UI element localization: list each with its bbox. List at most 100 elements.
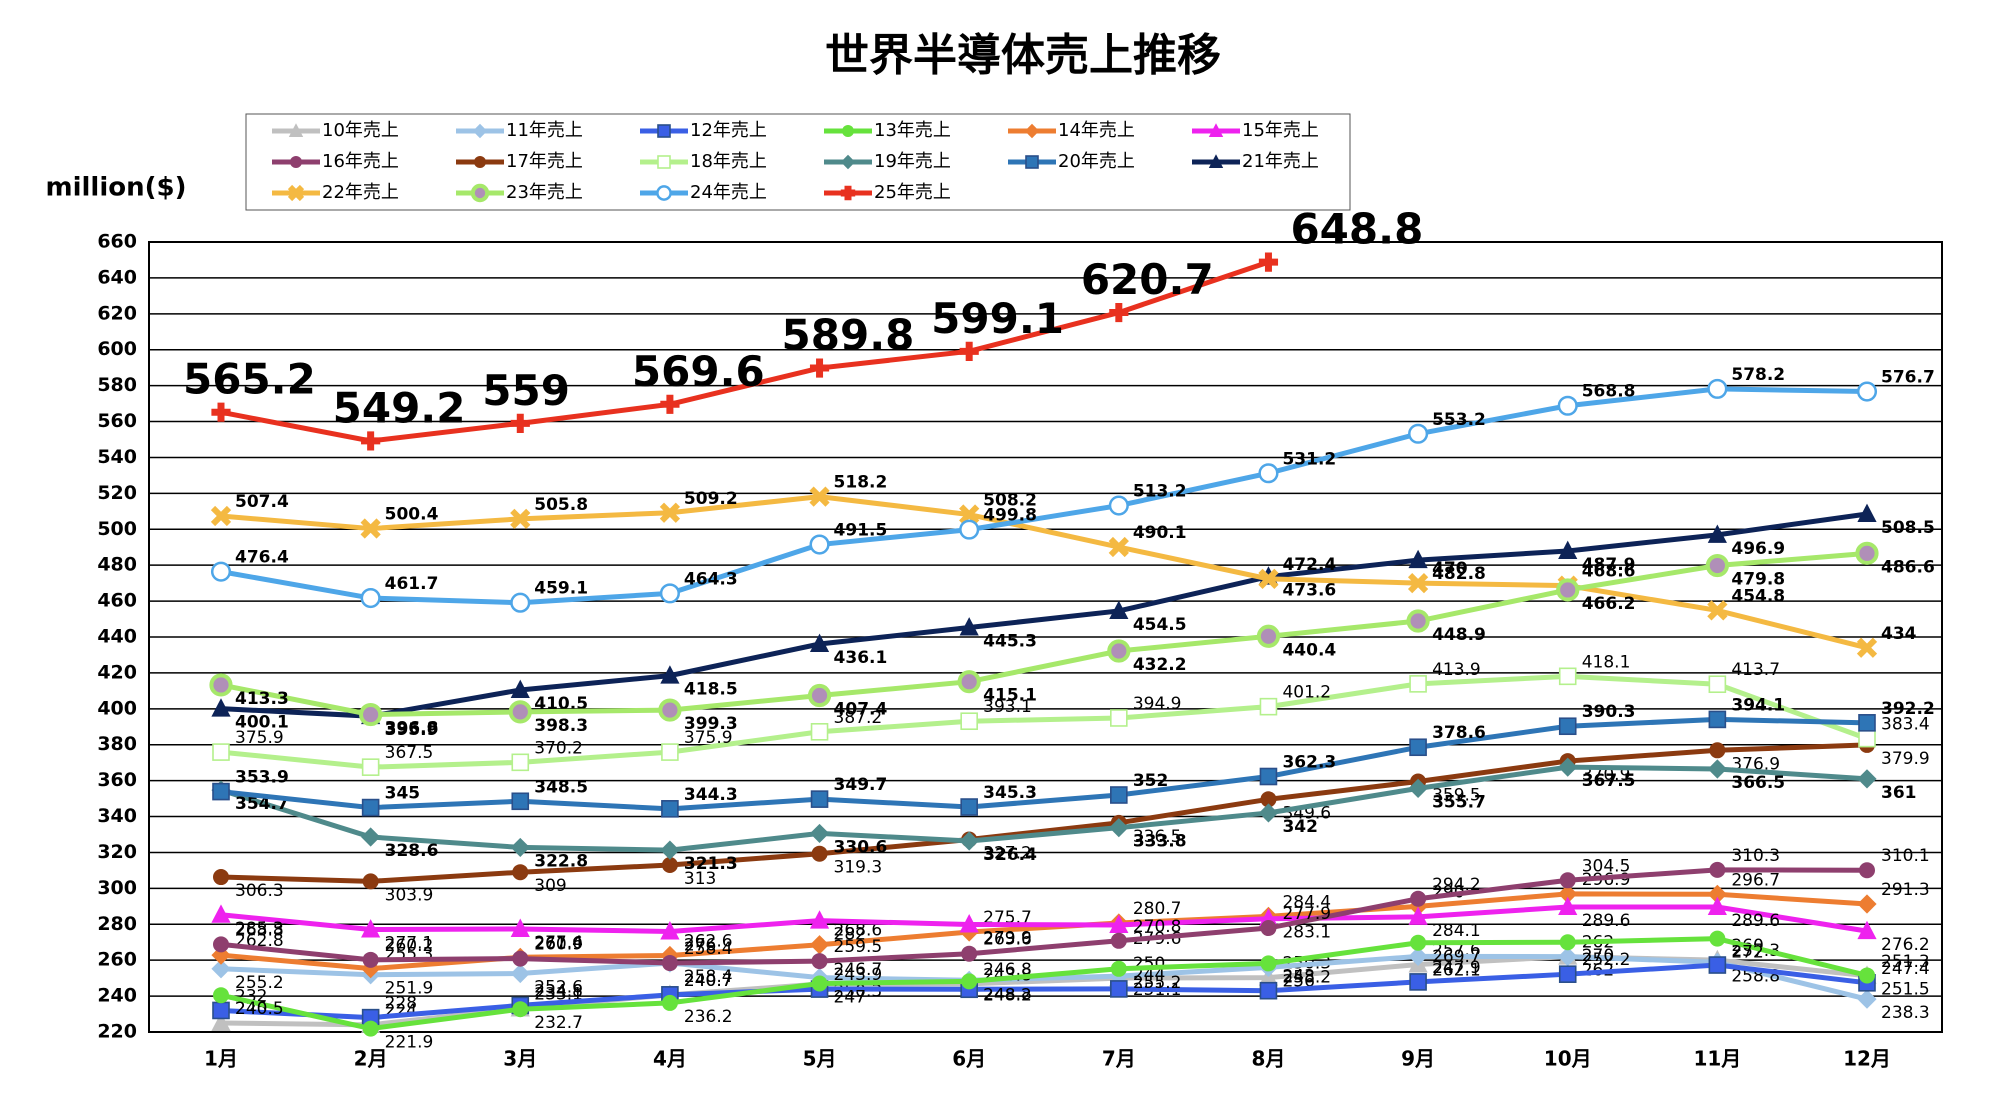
series: 306.3 303.9 309 313319.3327.2336.5349.6359.… (213, 151, 1930, 905)
data-label: 283.1 (1282, 923, 1331, 943)
data-label: 459.1 (534, 579, 588, 599)
data-label: 569.6 (632, 347, 765, 396)
data-label: 531.2 (1282, 449, 1336, 469)
marker (1109, 600, 1129, 619)
marker (656, 185, 672, 201)
data-label: 328.6 (385, 841, 439, 861)
marker (210, 561, 232, 582)
data-label: 461.7 (385, 574, 439, 594)
data-label: 445.3 (983, 631, 1037, 651)
data-label: 252.6 (534, 977, 583, 997)
series-line (220, 867, 1868, 966)
data-label: 454.5 (1133, 615, 1187, 635)
marker (959, 914, 979, 933)
marker (1856, 637, 1878, 658)
marker (1260, 920, 1277, 937)
marker (1558, 717, 1577, 736)
data-label: 251.5 (1881, 979, 1930, 999)
marker (1409, 738, 1427, 757)
marker (510, 679, 530, 698)
marker (470, 183, 490, 203)
marker (512, 950, 529, 967)
legend-label: 20年売上 (1058, 151, 1135, 172)
data-label: 479.8 (1731, 570, 1785, 590)
data-label: 500.4 (385, 505, 439, 525)
marker (811, 975, 828, 992)
marker (213, 869, 229, 886)
x-tick-label: 10月 (1544, 1047, 1592, 1071)
y-tick-label: 220 (97, 1021, 137, 1043)
data-label: 568.8 (1582, 382, 1636, 402)
marker (510, 837, 530, 858)
marker (1858, 714, 1876, 732)
series-line (220, 742, 1868, 884)
marker (510, 963, 530, 984)
marker (1708, 675, 1727, 694)
data-label: 345 (385, 784, 421, 804)
data-label: 289.6 (1582, 911, 1631, 931)
marker (959, 341, 979, 361)
marker (1110, 932, 1127, 949)
data-label: 296.7 (1731, 870, 1780, 890)
marker (212, 1001, 230, 1020)
marker (1110, 709, 1128, 727)
marker (840, 154, 856, 170)
data-label: 620.7 (1081, 255, 1214, 304)
data-label: 330.6 (834, 837, 888, 857)
data-label: 413.9 (1432, 660, 1481, 680)
marker (1408, 946, 1428, 967)
series: 476.4 461.7 459.1 464.3 491.5 499.8 513.2 531.2… (210, 182, 1935, 613)
data-label: 375.9 (684, 728, 733, 748)
marker (1208, 123, 1224, 137)
marker (658, 698, 682, 722)
data-label: 260.2 (385, 936, 434, 956)
data-label: 234.8 (534, 981, 583, 1001)
data-label: 248.2 (983, 985, 1032, 1005)
data-label: 280.7 (1133, 899, 1182, 919)
marker (361, 431, 381, 451)
x-tick-label: 2月 (354, 1047, 388, 1071)
y-tick-label: 660 (97, 231, 137, 253)
data-label: 291.3 (1881, 880, 1930, 900)
series-line (220, 764, 1868, 853)
data-label: 401.2 (1282, 683, 1331, 703)
data-label: 394.9 (1133, 694, 1182, 714)
data-label: 327.2 (983, 844, 1032, 864)
marker (1258, 568, 1279, 589)
x-tick-label: 1月 (204, 1047, 238, 1071)
series: 375.9 367.5 370.2 375.9 387.2 393.1 394.9 401.2… (212, 151, 1930, 776)
data-label: 509.2 (684, 489, 738, 509)
data-label: 282 (834, 925, 866, 945)
y-tick-label: 460 (97, 590, 137, 612)
data-label: 366.5 (1731, 773, 1785, 793)
y-tick-label: 280 (97, 913, 137, 935)
legend-label: 25年売上 (874, 182, 951, 203)
data-label: 349.7 (834, 775, 888, 795)
marker (211, 904, 231, 923)
series-line (220, 386, 1868, 606)
data-label: 578.2 (1731, 365, 1785, 385)
marker (1858, 729, 1876, 748)
data-label: 400.1 (235, 713, 289, 733)
marker (959, 519, 980, 540)
data-label: 258.4 (684, 967, 733, 987)
marker (1855, 541, 1879, 565)
data-label: 473.6 (1282, 581, 1336, 601)
data-label: 370.2 (534, 738, 583, 758)
marker (1707, 378, 1728, 399)
y-tick-label: 380 (97, 733, 137, 755)
marker (1556, 578, 1580, 602)
data-label: 448.9 (1432, 625, 1486, 645)
data-label: 345.3 (983, 783, 1037, 803)
data-label: 505.8 (534, 495, 588, 515)
legend-label: 13年売上 (874, 120, 951, 141)
marker (810, 790, 829, 808)
y-tick-label: 420 (97, 661, 137, 683)
data-label: 272 (1731, 943, 1763, 963)
series-line (220, 936, 1868, 1032)
data-label: 236.2 (684, 1007, 733, 1027)
marker (1110, 786, 1128, 804)
